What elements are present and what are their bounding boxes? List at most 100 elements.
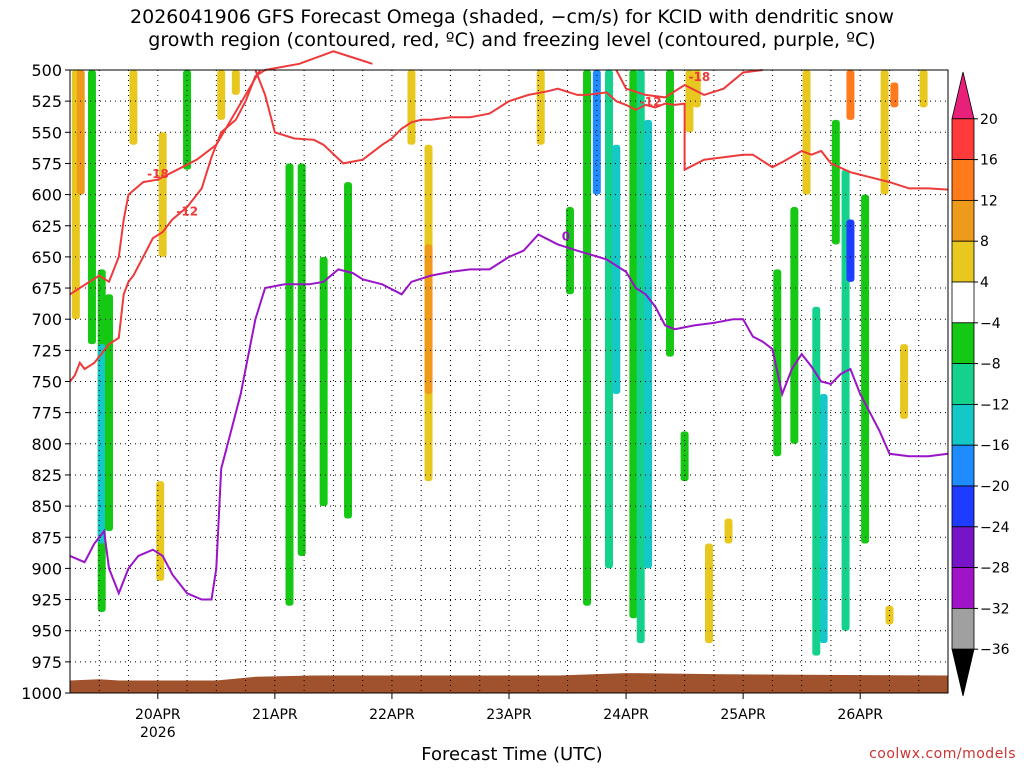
omega-region-12 xyxy=(285,163,294,606)
colorbar-label-7: −12 xyxy=(980,397,1010,413)
omega-region-27 xyxy=(644,119,653,569)
contour-label-0: -12 xyxy=(176,205,198,219)
colorbar-label-8: −16 xyxy=(980,438,1010,454)
x-tick-label-6: 26APR xyxy=(837,707,883,723)
colorbar-band-4 xyxy=(951,240,975,283)
omega-region-4 xyxy=(97,344,106,544)
surface-terrain-layer xyxy=(70,673,948,693)
omega-shading-layer xyxy=(71,70,928,656)
omega-region-13 xyxy=(297,163,306,556)
omega-region-10 xyxy=(217,70,226,120)
x-axis-ticks: 20APR 2026 21APR 22APR 23APR 24APR 25APR 26APR xyxy=(135,693,883,741)
x-axis-label: Forecast Time (UTC) xyxy=(421,744,603,765)
contour-line-0 xyxy=(69,50,373,383)
omega-region-33 xyxy=(724,518,733,544)
y-tick-label-550: 550 xyxy=(31,123,62,142)
contour-label-1: -18 xyxy=(147,167,169,181)
omega-region-11 xyxy=(231,70,240,95)
colorbar-label-13: −36 xyxy=(980,642,1010,658)
y-tick-label-750: 750 xyxy=(31,373,62,392)
omega-region-42 xyxy=(846,219,855,282)
colorbar-label-11: −28 xyxy=(980,561,1010,577)
contour-line-3 xyxy=(615,69,763,99)
y-tick-label-725: 725 xyxy=(31,341,62,360)
credit-text[interactable]: coolwx.com/models xyxy=(869,746,1016,762)
y-tick-label-575: 575 xyxy=(31,154,62,173)
colorbar-band-13 xyxy=(951,608,975,650)
y-tick-label-825: 825 xyxy=(31,466,62,485)
colorbar-cap-top xyxy=(951,71,975,120)
colorbar-band-12 xyxy=(951,567,975,609)
contour-label-3: -18 xyxy=(689,70,711,84)
colorbar-band-8 xyxy=(951,403,975,446)
y-axis-ticks: 500 525 550 575 600 625 650 675 700 725 750 775 800 8… xyxy=(21,61,70,703)
omega-region-43 xyxy=(861,194,870,544)
omega-region-46 xyxy=(900,344,909,419)
x-tick-label-1: 21APR xyxy=(252,707,298,723)
omega-region-5 xyxy=(105,294,114,532)
colorbar-label-9: −20 xyxy=(980,479,1010,495)
y-tick-label-975: 975 xyxy=(31,653,62,672)
omega-region-18 xyxy=(424,244,433,394)
x-tick-label-3: 23APR xyxy=(486,707,532,723)
y-tick-label-775: 775 xyxy=(31,404,62,423)
omega-region-23 xyxy=(604,70,613,569)
contour-label-2: -12 xyxy=(640,95,662,109)
colorbar-band-1 xyxy=(951,118,975,161)
omega-region-45 xyxy=(890,82,899,108)
omega-region-39 xyxy=(831,119,840,245)
y-tick-label-700: 700 xyxy=(31,310,62,329)
y-tick-label-900: 900 xyxy=(31,559,62,578)
x-tick-label-0: 20APR xyxy=(135,707,181,723)
colorbar-band-6 xyxy=(951,322,975,364)
colorbar-label-6: −8 xyxy=(980,357,1001,373)
omega-region-16 xyxy=(407,70,416,145)
colorbar-label-2: 12 xyxy=(980,193,998,209)
omega-region-24 xyxy=(612,144,621,394)
y-tick-label-875: 875 xyxy=(31,528,62,547)
colorbar-band-9 xyxy=(951,444,975,487)
y-tick-label-650: 650 xyxy=(31,248,62,267)
colorbar-label-1: 16 xyxy=(980,153,998,169)
omega-region-34 xyxy=(773,269,782,457)
colorbar-label-12: −32 xyxy=(980,601,1010,617)
x-tick-sublabel-0: 2026 xyxy=(140,725,176,741)
contour-layer: -12 -18 -12 -18 0 xyxy=(69,50,949,601)
contour-line-4 xyxy=(69,233,949,601)
colorbar-band-2 xyxy=(951,159,975,201)
colorbar-band-3 xyxy=(951,199,975,242)
omega-region-40 xyxy=(846,70,855,120)
omega-region-2 xyxy=(87,70,96,345)
omega-region-21 xyxy=(583,70,592,606)
omega-region-9 xyxy=(183,70,192,170)
colorbar-band-7 xyxy=(951,363,975,405)
omega-region-15 xyxy=(344,182,353,519)
colorbar-label-4: 4 xyxy=(980,275,989,291)
omega-region-19 xyxy=(536,70,545,145)
colorbar-label-3: 8 xyxy=(980,234,989,250)
y-tick-label-600: 600 xyxy=(31,186,62,205)
omega-region-32 xyxy=(704,543,713,644)
y-tick-label-925: 925 xyxy=(31,591,62,610)
omega-region-36 xyxy=(802,70,811,195)
x-tick-label-5: 25APR xyxy=(720,707,766,723)
omega-region-44 xyxy=(880,70,889,195)
omega-region-26 xyxy=(636,70,645,644)
colorbar-label-5: −4 xyxy=(980,316,1001,332)
colorbar: 20 16 12 8 4 −4 −8 −12 −16 −20 −24 −28 −32 −36 xyxy=(951,71,1010,697)
omega-region-22 xyxy=(592,70,601,195)
colorbar-band-11 xyxy=(951,526,975,568)
x-tick-label-2: 22APR xyxy=(369,707,415,723)
x-tick-label-4: 24APR xyxy=(603,707,649,723)
chart-title-line-2: growth region (contoured, red, ºC) and f… xyxy=(148,29,876,51)
y-tick-label-850: 850 xyxy=(31,497,62,516)
omega-region-28 xyxy=(665,70,674,357)
omega-region-47 xyxy=(919,70,928,108)
colorbar-band-10 xyxy=(951,485,975,528)
y-tick-label-525: 525 xyxy=(31,92,62,111)
y-tick-label-950: 950 xyxy=(31,622,62,641)
omega-region-35 xyxy=(790,207,799,444)
y-tick-label-675: 675 xyxy=(31,279,62,298)
omega-region-31 xyxy=(680,431,689,482)
y-tick-label-625: 625 xyxy=(31,217,62,236)
